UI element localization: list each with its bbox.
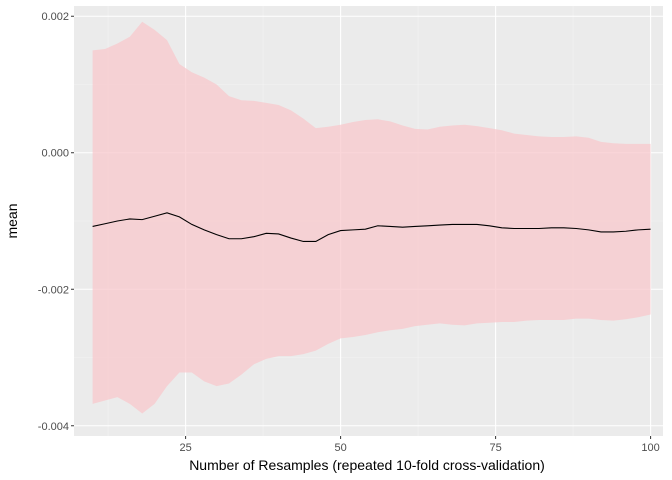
x-axis-ticks: 25 50 75 100 [179,436,660,454]
confidence-ribbon [92,21,651,414]
x-tick-label: 100 [641,442,659,454]
y-tick-label: 0.000 [41,148,69,160]
x-tick-label: 75 [489,442,501,454]
x-axis-title: Number of Resamples (repeated 10-fold cr… [189,457,545,473]
mean-line [92,212,651,243]
y-tick-label: -0.004 [38,421,69,433]
y-axis-ticks: -0.004 -0.002 0.000 0.002 [38,11,74,433]
x-tick-label: 50 [334,442,346,454]
y-tick-label: -0.002 [38,284,69,296]
x-tick-label: 25 [179,442,191,454]
y-axis-title: mean [4,203,20,238]
y-tick-label: 0.002 [41,11,69,23]
